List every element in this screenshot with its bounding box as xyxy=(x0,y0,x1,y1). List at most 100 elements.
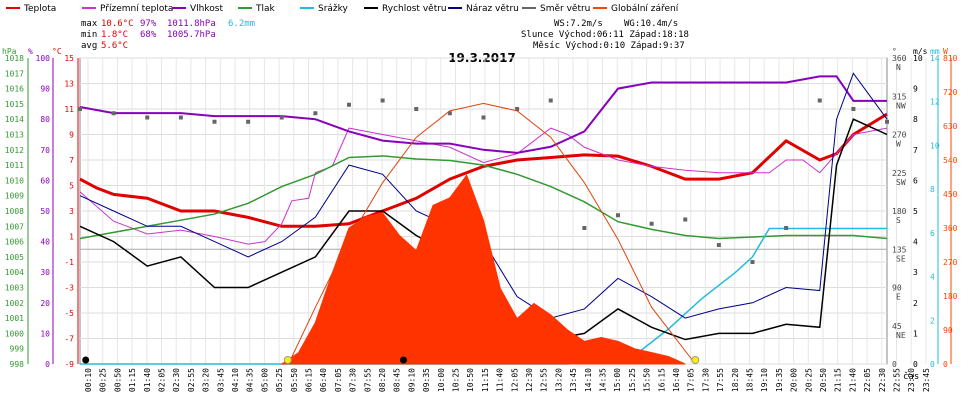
series-jasn-obloha xyxy=(288,102,696,365)
wind-dir-axis-title: ° xyxy=(892,47,897,56)
x-tick-label: 17:55 xyxy=(716,368,725,392)
wind-direction-point xyxy=(750,260,755,264)
radiation-axis-tick: 540 xyxy=(943,156,958,165)
wind-speed-axis-tick: 10 xyxy=(913,54,923,63)
hpa-axis-title: hPa xyxy=(2,47,17,56)
x-tick-label: 00:50 xyxy=(113,368,122,392)
percent-axis-tick: 100 xyxy=(36,54,51,63)
legend-item-label: Vlhkost xyxy=(190,4,223,14)
celsius-axis-tick: 11 xyxy=(64,105,74,114)
x-tick-label: 07:05 xyxy=(334,368,343,392)
x-tick-label: 18:20 xyxy=(731,368,740,392)
series-p-zemn-teplota xyxy=(79,127,888,245)
wind-direction-point xyxy=(145,115,150,120)
x-tick-label: 23:20 xyxy=(907,368,916,392)
x-tick-label: 18:45 xyxy=(746,368,755,392)
celsius-axis-tick: 7 xyxy=(69,156,74,165)
x-tick-label: 10:00 xyxy=(437,368,446,392)
legend-item-label: Teplota xyxy=(23,4,56,14)
x-tick-label: 05:00 xyxy=(260,368,269,392)
hpa-axis-tick: 1013 xyxy=(5,131,24,140)
sunset-marker xyxy=(691,356,700,364)
percent-axis-tick: 50 xyxy=(40,207,50,216)
x-tick-label: 09:35 xyxy=(422,368,431,392)
radiation-axis-tick: 90 xyxy=(943,326,953,335)
radiation-axis-tick: 630 xyxy=(943,122,958,131)
hpa-axis-tick: 1008 xyxy=(5,207,24,216)
x-tick-label: 07:30 xyxy=(349,368,358,392)
wind-direction-point xyxy=(649,221,654,226)
celsius-axis-tick: 1 xyxy=(69,233,74,242)
x-tick-label: 03:45 xyxy=(216,368,225,392)
percent-axis-title: % xyxy=(28,47,33,56)
wind-direction-point xyxy=(380,98,385,103)
x-tick-label: 07:55 xyxy=(363,368,372,392)
hpa-axis-tick: 1001 xyxy=(5,314,24,323)
hpa-axis-tick: 1012 xyxy=(5,146,24,155)
hpa-axis-tick: 1002 xyxy=(5,299,24,308)
x-tick-label: 20:25 xyxy=(804,368,813,392)
legend-item-label: Náraz větru xyxy=(466,4,519,14)
x-tick-label: 08:20 xyxy=(378,368,387,392)
x-tick-label: 17:05 xyxy=(687,368,696,392)
percent-axis-tick: 40 xyxy=(40,238,50,247)
stats-min-pressure: 1005.7hPa xyxy=(167,30,216,40)
stats-moon-times: Měsíc Východ:0:10 Západ:9:37 xyxy=(533,41,685,51)
wind-dir-axis-tick: 45 xyxy=(892,322,902,331)
percent-axis-tick: 80 xyxy=(40,115,50,124)
wind-speed-axis-tick: 4 xyxy=(913,238,918,247)
hpa-axis-tick: 999 xyxy=(10,345,25,354)
stats-avg-temp: 5.6°C xyxy=(101,41,128,51)
radiation-axis-tick: 360 xyxy=(943,224,958,233)
moonset-marker xyxy=(399,356,407,364)
wind-direction-point xyxy=(616,213,620,218)
x-tick-label: 08:45 xyxy=(393,368,402,392)
x-tick-label: 14:35 xyxy=(599,368,608,392)
hpa-axis-tick: 998 xyxy=(10,360,25,369)
percent-axis-tick: 60 xyxy=(40,176,50,185)
hpa-axis-tick: 1011 xyxy=(5,161,24,170)
rain-axis-tick: 14 xyxy=(930,54,940,63)
hpa-axis-tick: 1003 xyxy=(5,284,24,293)
radiation-axis-title: W xyxy=(943,47,948,56)
x-tick-label: 21:40 xyxy=(848,368,857,392)
x-tick-label: 12:55 xyxy=(540,368,549,392)
percent-axis-tick: 90 xyxy=(40,85,50,94)
sunrise-marker xyxy=(283,356,292,364)
stats-max-temp: 10.6°C xyxy=(101,19,134,29)
percent-axis-tick: 20 xyxy=(40,299,50,308)
x-tick-label: 17:30 xyxy=(701,368,710,392)
x-tick-label: 06:15 xyxy=(305,368,314,392)
stats-min-temp: 1.8°C xyxy=(101,30,128,40)
wind-dir-axis-tick: 135 xyxy=(892,245,907,254)
celsius-axis-tick: 13 xyxy=(64,80,74,89)
series-n-raz-v-tru xyxy=(79,72,888,319)
rain-axis-title: mm xyxy=(930,47,940,56)
series-teplota xyxy=(79,112,888,228)
hpa-axis-tick: 1017 xyxy=(5,69,24,78)
wind-speed-axis-tick: 8 xyxy=(913,115,918,124)
hpa-axis-tick: 1010 xyxy=(5,176,24,185)
x-axis-label: čas xyxy=(903,371,919,382)
wind-direction-point xyxy=(851,107,856,111)
x-tick-label: 01:40 xyxy=(143,368,152,392)
hpa-axis-tick: 1007 xyxy=(5,222,24,231)
x-tick-label: 15:25 xyxy=(628,368,637,392)
celsius-axis-tick: -7 xyxy=(64,335,74,344)
plot-area: 00:10 00:25 00:50 01:15 01:40 02:05 02:30 02:55… xyxy=(2,47,958,392)
x-tick-label: 02:55 xyxy=(187,368,196,392)
wind-direction-point xyxy=(347,102,351,107)
x-tick-label: 12:05 xyxy=(510,368,519,392)
x-tick-label: 13:45 xyxy=(569,368,578,392)
x-tick-label: 16:40 xyxy=(672,368,681,392)
rain-axis-tick: 8 xyxy=(930,185,935,194)
x-tick-label: 06:40 xyxy=(319,368,328,392)
x-tick-label: 03:20 xyxy=(202,368,211,392)
wind-direction-point xyxy=(279,115,284,120)
wind-direction-point xyxy=(78,107,82,111)
x-tick-label: 14:10 xyxy=(584,368,593,392)
stats-panel: max 10.6°C 97% 1011.8hPa 6.2mm min 1.8°C… xyxy=(81,19,689,51)
radiation-axis-tick: 0 xyxy=(943,360,948,369)
x-tick-label: 10:50 xyxy=(466,368,475,392)
